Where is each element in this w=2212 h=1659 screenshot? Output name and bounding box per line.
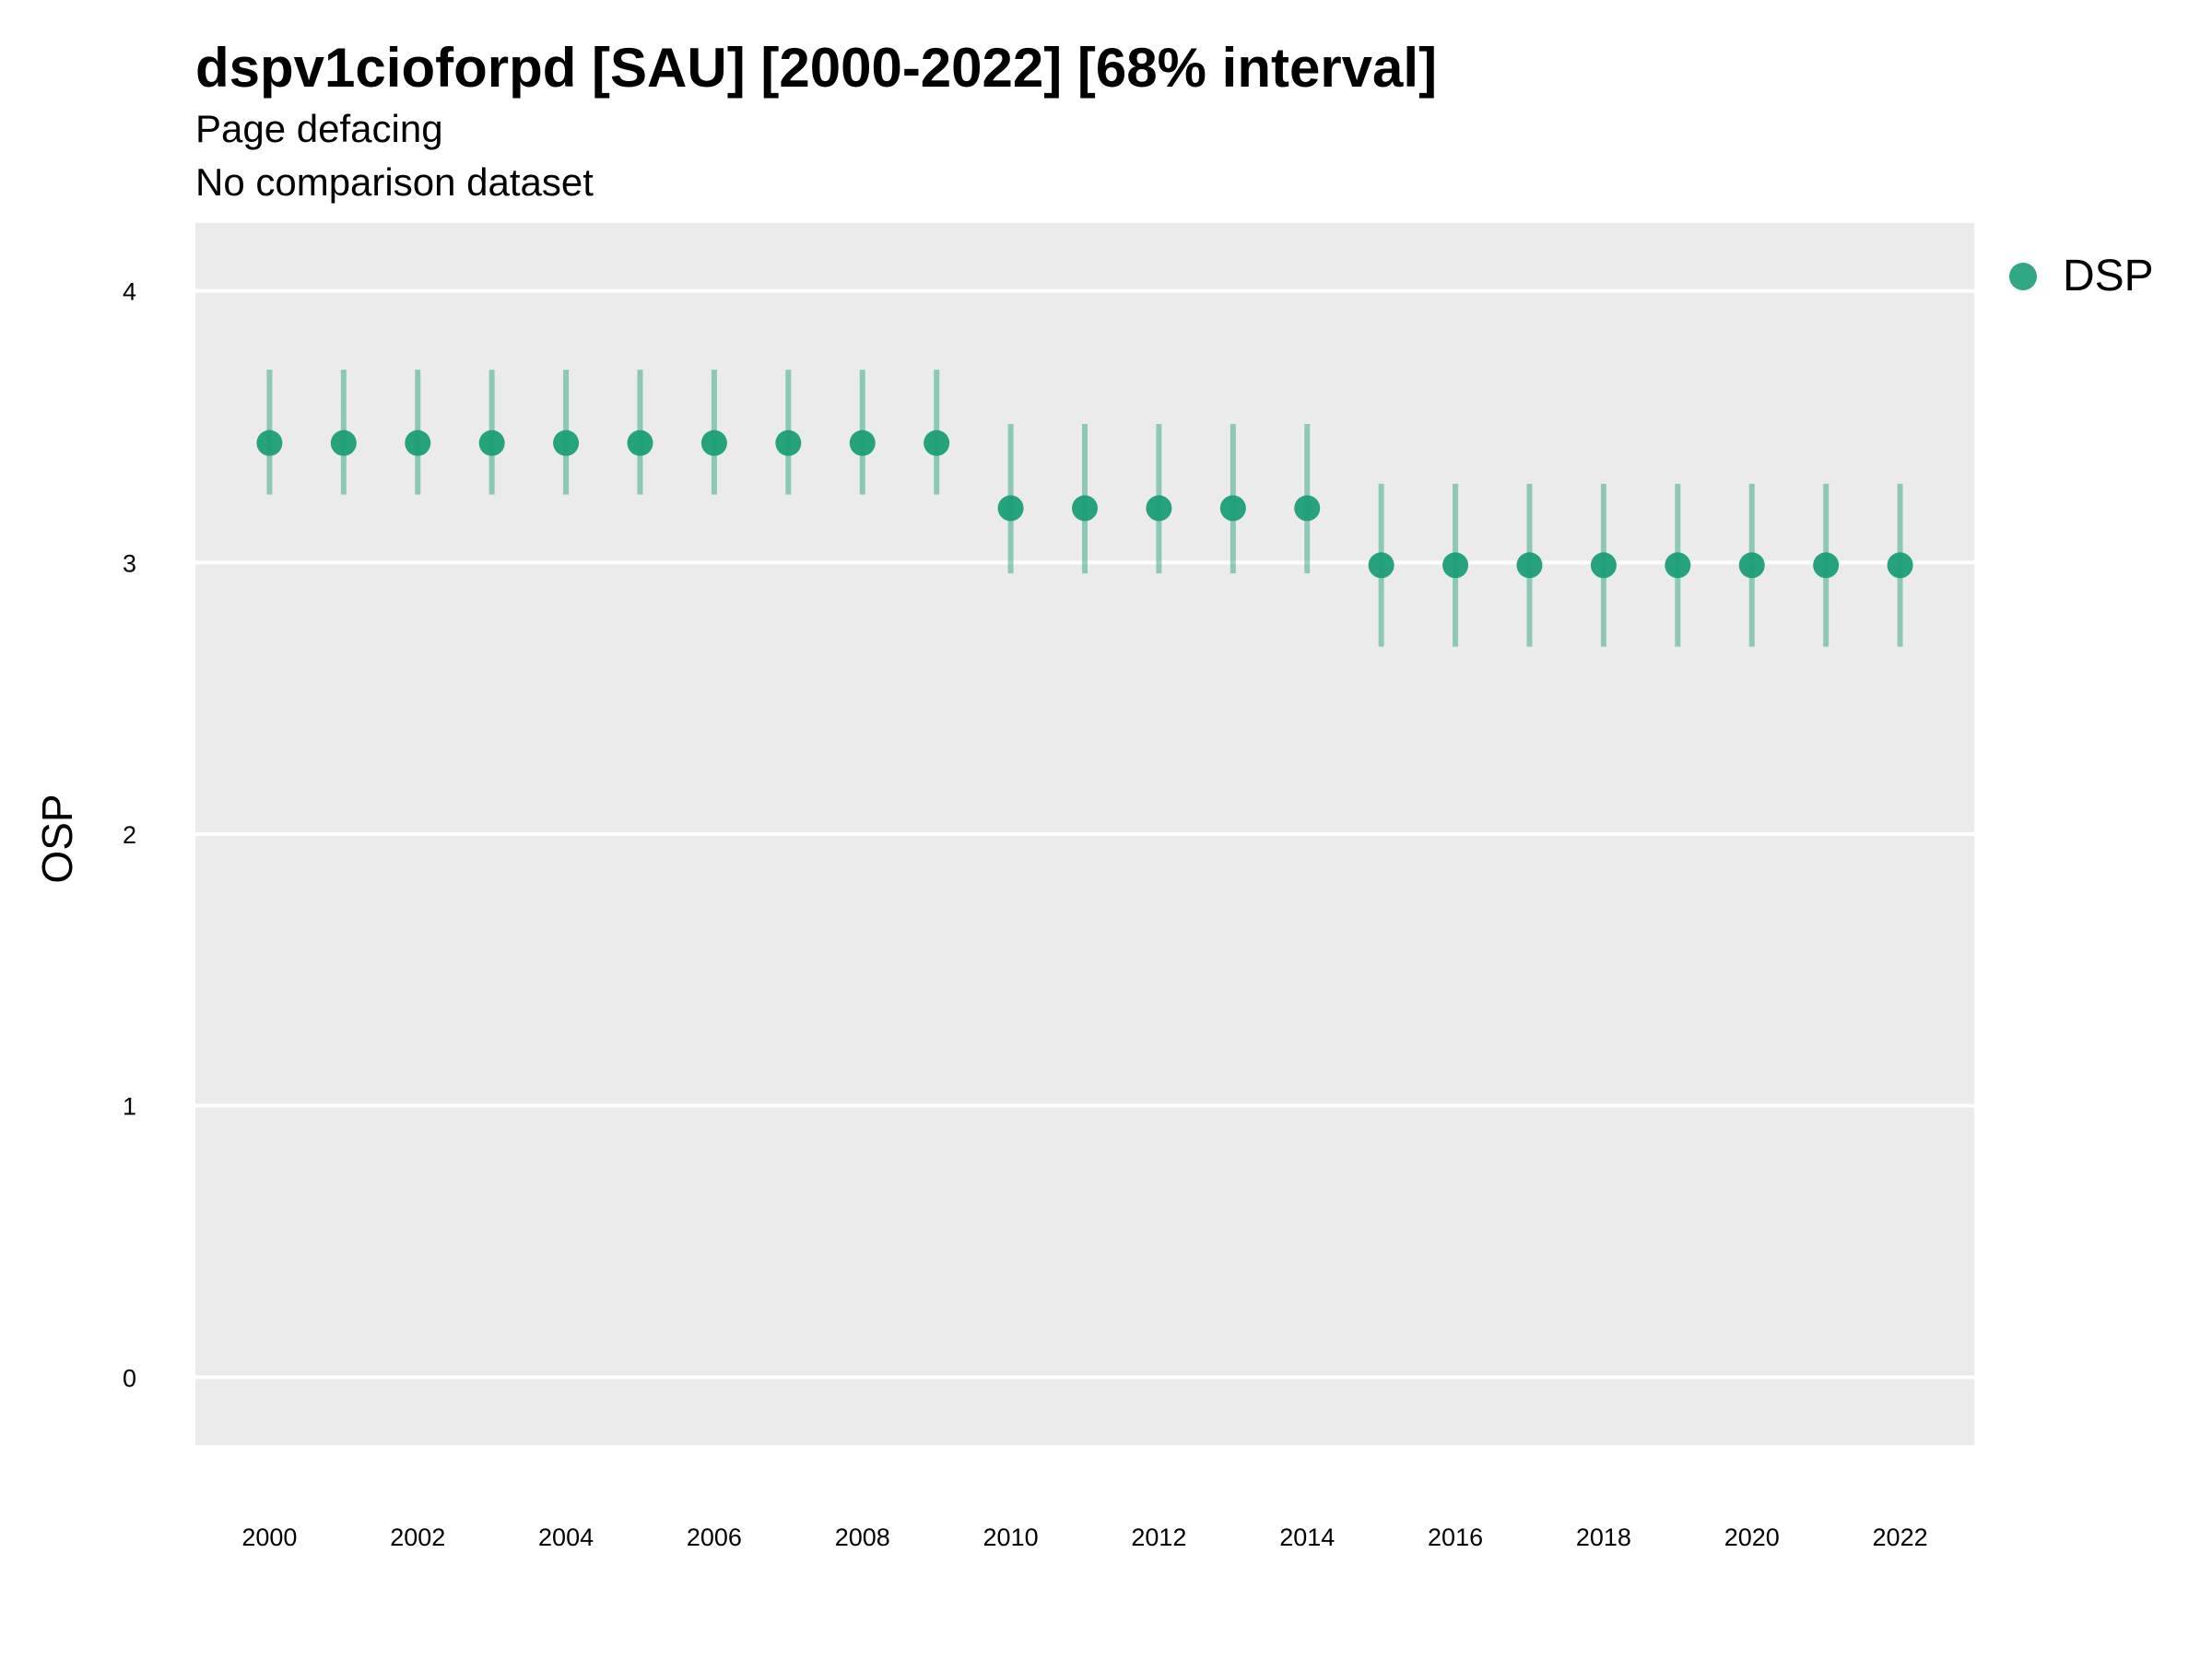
x-tick-label: 2006 [687, 1524, 742, 1551]
x-tick-label: 2018 [1576, 1524, 1631, 1551]
data-point [1738, 552, 1765, 579]
data-point [1516, 552, 1543, 579]
x-tick-label: 2014 [1279, 1524, 1335, 1551]
x-tick-label: 2012 [1131, 1524, 1186, 1551]
data-point [700, 429, 727, 456]
data-point [1590, 552, 1617, 579]
data-point [405, 429, 431, 456]
data-point [924, 429, 950, 456]
x-axis-ticks: 2000 2002 2004 2006 2008 2010 2012 2014 2016 2018… [241, 1524, 1927, 1551]
y-tick-label: 1 [123, 1093, 136, 1121]
y-tick-label: 4 [123, 278, 136, 306]
data-point [1294, 495, 1321, 522]
data-point [256, 429, 283, 456]
data-points [256, 429, 1913, 579]
data-point [1368, 552, 1394, 579]
data-point [627, 429, 653, 456]
data-point [330, 429, 357, 456]
data-point [775, 429, 802, 456]
legend: DSP [2009, 251, 2154, 302]
data-point [1072, 495, 1098, 522]
x-tick-label: 2022 [1873, 1524, 1928, 1551]
data-point [553, 429, 580, 456]
data-point [1219, 495, 1246, 522]
data-point [1887, 552, 1913, 579]
data-point [478, 429, 505, 456]
x-tick-label: 2020 [1724, 1524, 1780, 1551]
legend-label-dsp: DSP [2063, 252, 2154, 300]
y-axis-ticks: 0 1 2 3 4 [123, 278, 136, 1393]
x-tick-label: 2016 [1428, 1524, 1483, 1551]
chart-title: dspv1cioforpd [SAU] [2000-2022] [68% int… [195, 37, 1438, 99]
data-point [1146, 495, 1172, 522]
gridlines [195, 288, 1974, 1380]
x-tick-label: 2004 [538, 1524, 594, 1551]
chart-subtitle-line-1: Page defacing [195, 107, 443, 150]
x-tick-label: 2000 [241, 1524, 297, 1551]
x-tick-label: 2010 [983, 1524, 1039, 1551]
chart-subtitle-line-2: No comparison dataset [195, 160, 594, 204]
y-tick-label: 0 [123, 1364, 136, 1392]
data-point [1813, 552, 1840, 579]
data-point [1442, 552, 1469, 579]
data-point [1665, 552, 1691, 579]
data-point [997, 495, 1024, 522]
y-tick-label: 2 [123, 821, 136, 849]
data-point [849, 429, 876, 456]
legend-key-dsp [2009, 263, 2037, 290]
y-tick-label: 3 [123, 549, 136, 577]
x-tick-label: 2008 [835, 1524, 890, 1551]
x-tick-label: 2002 [390, 1524, 445, 1551]
